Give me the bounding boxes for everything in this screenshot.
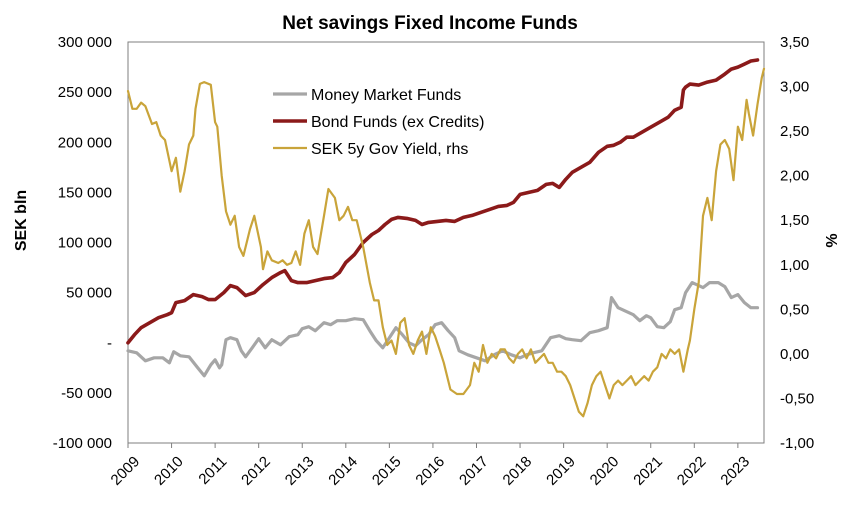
y-left-tick-label: 200 000 bbox=[58, 134, 112, 151]
y-axis-right-title: % bbox=[824, 233, 841, 247]
legend-label: SEK 5y Gov Yield, rhs bbox=[311, 141, 468, 158]
legend-label: Money Market Funds bbox=[311, 87, 461, 104]
y-right-tick-label: 2,00 bbox=[780, 168, 809, 185]
legend: Money Market Funds Bond Funds (ex Credits… bbox=[273, 87, 484, 158]
y-left-tick-label: 150 000 bbox=[58, 184, 112, 201]
y-left-tick-label: 250 000 bbox=[58, 84, 112, 101]
series-line-money-market-funds bbox=[126, 281, 760, 378]
y-right-tick-label: 3,00 bbox=[780, 79, 809, 96]
y-left-tick-label: - bbox=[107, 335, 112, 352]
y-left-tick-label: 300 000 bbox=[58, 34, 112, 51]
y-right-tick-label: -1,00 bbox=[780, 435, 814, 452]
y-left-tick-label: -50 000 bbox=[61, 385, 112, 402]
series-line-bond-funds-ex-credits bbox=[126, 58, 760, 345]
y-right-tick-label: 0,00 bbox=[780, 346, 809, 363]
y-right-tick-label: 3,50 bbox=[780, 34, 809, 51]
y-axis-left-title: SEK bln bbox=[13, 190, 30, 251]
series-line-sek-5y-gov-yield-rhs bbox=[126, 67, 766, 418]
y-left-tick-label: 50 000 bbox=[66, 285, 112, 302]
y-left-tick-label: 100 000 bbox=[58, 235, 112, 252]
y-right-tick-label: 1,50 bbox=[780, 212, 809, 229]
y-axis-right-ticks: 3,50 3,00 2,50 2,00 1,50 1,00 0,50 0,00 -0,50 -1,… bbox=[780, 34, 814, 452]
y-right-tick-label: -0,50 bbox=[780, 390, 814, 407]
plot-area bbox=[127, 41, 765, 444]
y-axis-left-ticks: 300 000 250 000 200 000 150 000 100 000 50 00… bbox=[53, 34, 112, 452]
y-right-tick-label: 1,00 bbox=[780, 257, 809, 274]
chart-title: Net savings Fixed Income Funds bbox=[282, 13, 578, 34]
legend-label: Bond Funds (ex Credits) bbox=[311, 114, 484, 131]
y-right-tick-label: 0,50 bbox=[780, 301, 809, 318]
y-right-tick-label: 2,50 bbox=[780, 123, 809, 140]
y-left-tick-label: -100 000 bbox=[53, 435, 112, 452]
series-layer bbox=[126, 58, 766, 418]
